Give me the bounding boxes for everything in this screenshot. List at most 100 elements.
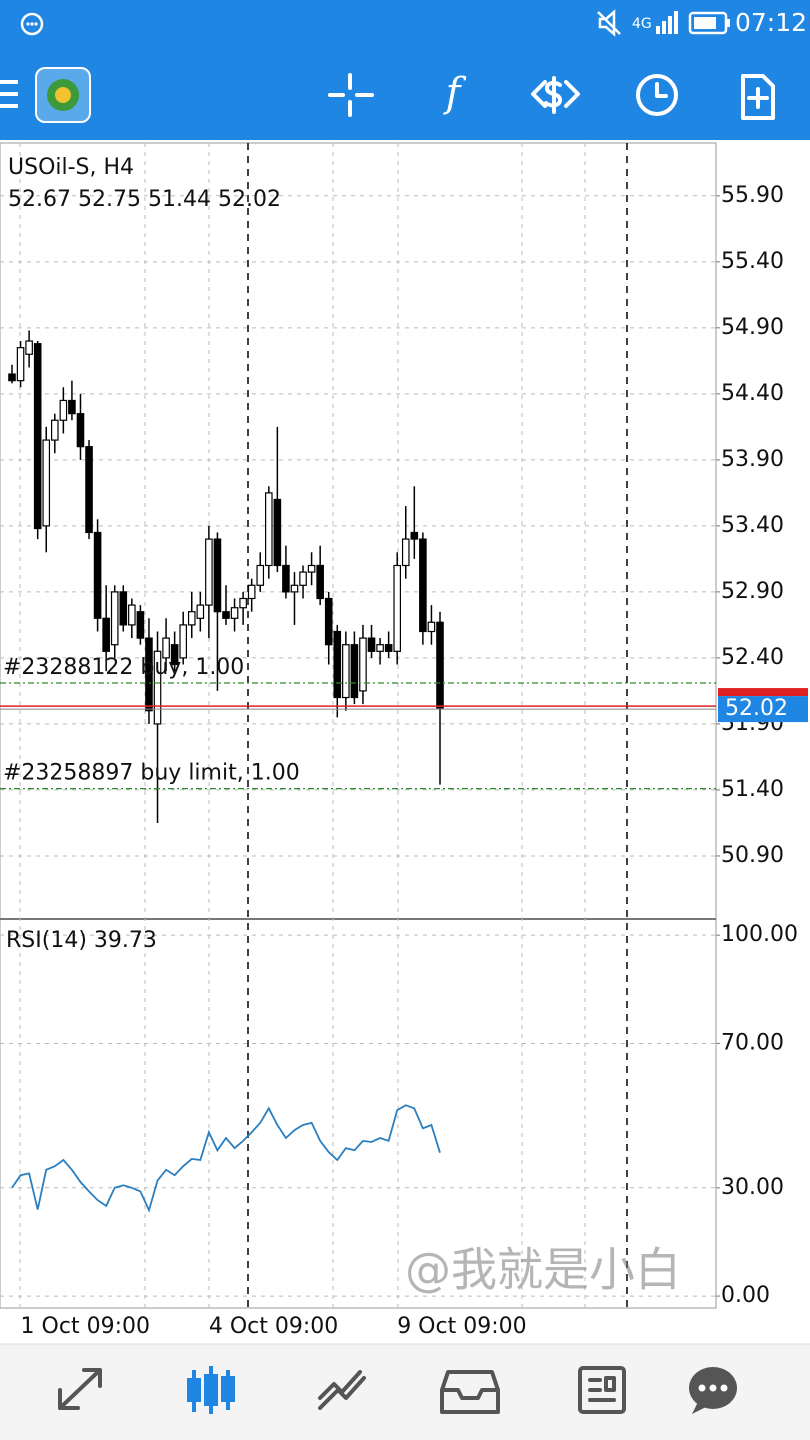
trade-tab[interactable] [318,1370,366,1410]
candle-body [299,571,307,586]
candle-body [324,597,333,646]
chat-tab[interactable] [689,1367,737,1414]
y-tick-label: 55.90 [721,183,784,208]
ohlc-header: 52.67 52.75 51.44 52.02 [8,187,281,212]
candle-body [102,617,110,652]
candle-body [25,340,33,355]
candle-body [419,538,427,633]
candle-body [401,538,410,567]
y-tick-label: 30.00 [721,1175,784,1200]
mute-icon [597,9,621,37]
trade-button[interactable] [531,76,580,114]
candle-body [307,564,316,573]
chart-tab[interactable] [187,1366,235,1414]
candle-body [85,446,93,534]
candle-body [282,564,290,593]
candle-body [367,637,376,652]
candle-body [410,531,419,540]
candle-body [8,373,16,382]
app-logo[interactable] [35,67,91,123]
quotes-tab[interactable] [58,1368,102,1410]
candle-body [162,637,170,659]
candle-body [16,347,25,382]
rsi-title: RSI(14) [6,928,87,953]
candle-body [50,419,59,441]
y-tick-label: 53.90 [721,447,784,472]
candle-body [376,644,384,652]
rsi-line [11,1104,441,1213]
orders: #23288122 buy, 1.00 #23258897 buy limit, … [0,655,716,790]
y-tick-label: 100.00 [721,922,798,947]
rsi-panel [11,1104,441,1213]
candle-body [179,624,188,659]
y-tick-label: 54.90 [721,315,784,340]
new-order-button[interactable] [741,74,775,120]
candle-body [128,604,136,626]
candle-body [393,564,402,652]
candle-body [187,611,196,626]
network-type: 4G [632,16,652,32]
y-tick-label: 70.00 [721,1030,784,1055]
order-label: #23258897 buy limit, 1.00 [3,761,300,786]
x-tick-label: 9 Oct 09:00 [397,1314,526,1339]
candle-body [342,644,350,699]
candle-body [42,439,51,527]
bid-box [718,696,808,723]
y-tick-label: 51.40 [721,777,784,802]
candle-body [239,597,247,609]
app-header [0,0,810,140]
candle-body [59,399,68,421]
bottom-nav [0,1344,810,1440]
candle-body [384,644,393,652]
candle-body [93,531,102,619]
axes: 55.90 55.40 54.90 54.40 53.90 53.40 52.90 52.40… [21,183,808,1339]
x-tick-label: 1 Oct 09:00 [21,1314,150,1339]
candle-body [145,637,153,712]
candle-body [76,413,85,448]
candle-body [333,630,342,699]
y-tick-label: 53.40 [721,513,784,538]
y-tick-label: 54.40 [721,381,784,406]
price-grid [0,195,716,1297]
candle-body [196,604,205,619]
candle-body [256,564,265,586]
crosshair-button[interactable] [328,73,374,117]
candle-body [170,644,179,666]
candle-body [436,621,444,709]
news-tab[interactable] [578,1366,626,1414]
candle-body [247,584,256,600]
candle-body [119,591,128,626]
ohlc-low: 51.44 [148,187,211,212]
ohlc-open: 52.67 [8,187,71,212]
history-tab[interactable] [440,1370,500,1414]
menu-button[interactable] [0,80,18,108]
candle-body [316,564,324,600]
candle-body [359,637,367,692]
order-label: #23288122 buy, 1.00 [3,655,244,680]
candle-body [273,498,282,567]
watermark: @我就是小白 [405,1243,681,1297]
x-tick-label: 4 Oct 09:00 [209,1314,338,1339]
rsi-value: 39.73 [94,928,157,953]
candle-body [110,591,119,646]
clock: 07:12 [735,8,807,37]
chart-frame [0,142,717,1309]
signal-icon [656,11,678,34]
y-tick-label: 55.40 [721,249,784,274]
candle-body [33,343,42,530]
candles [8,330,444,823]
candle-body [68,399,76,415]
candle-body [153,650,162,725]
candle-body [265,492,273,567]
y-tick-label: 52.40 [721,645,784,670]
timeframe-button[interactable] [636,74,678,116]
status-icon [20,12,44,36]
candle-body [136,611,145,639]
candle-body [290,584,299,593]
y-tick-label: 0.00 [721,1283,770,1308]
candle-body [205,538,213,606]
chart-title: USOil-S, H4 [8,155,134,180]
candle-body [213,538,222,613]
